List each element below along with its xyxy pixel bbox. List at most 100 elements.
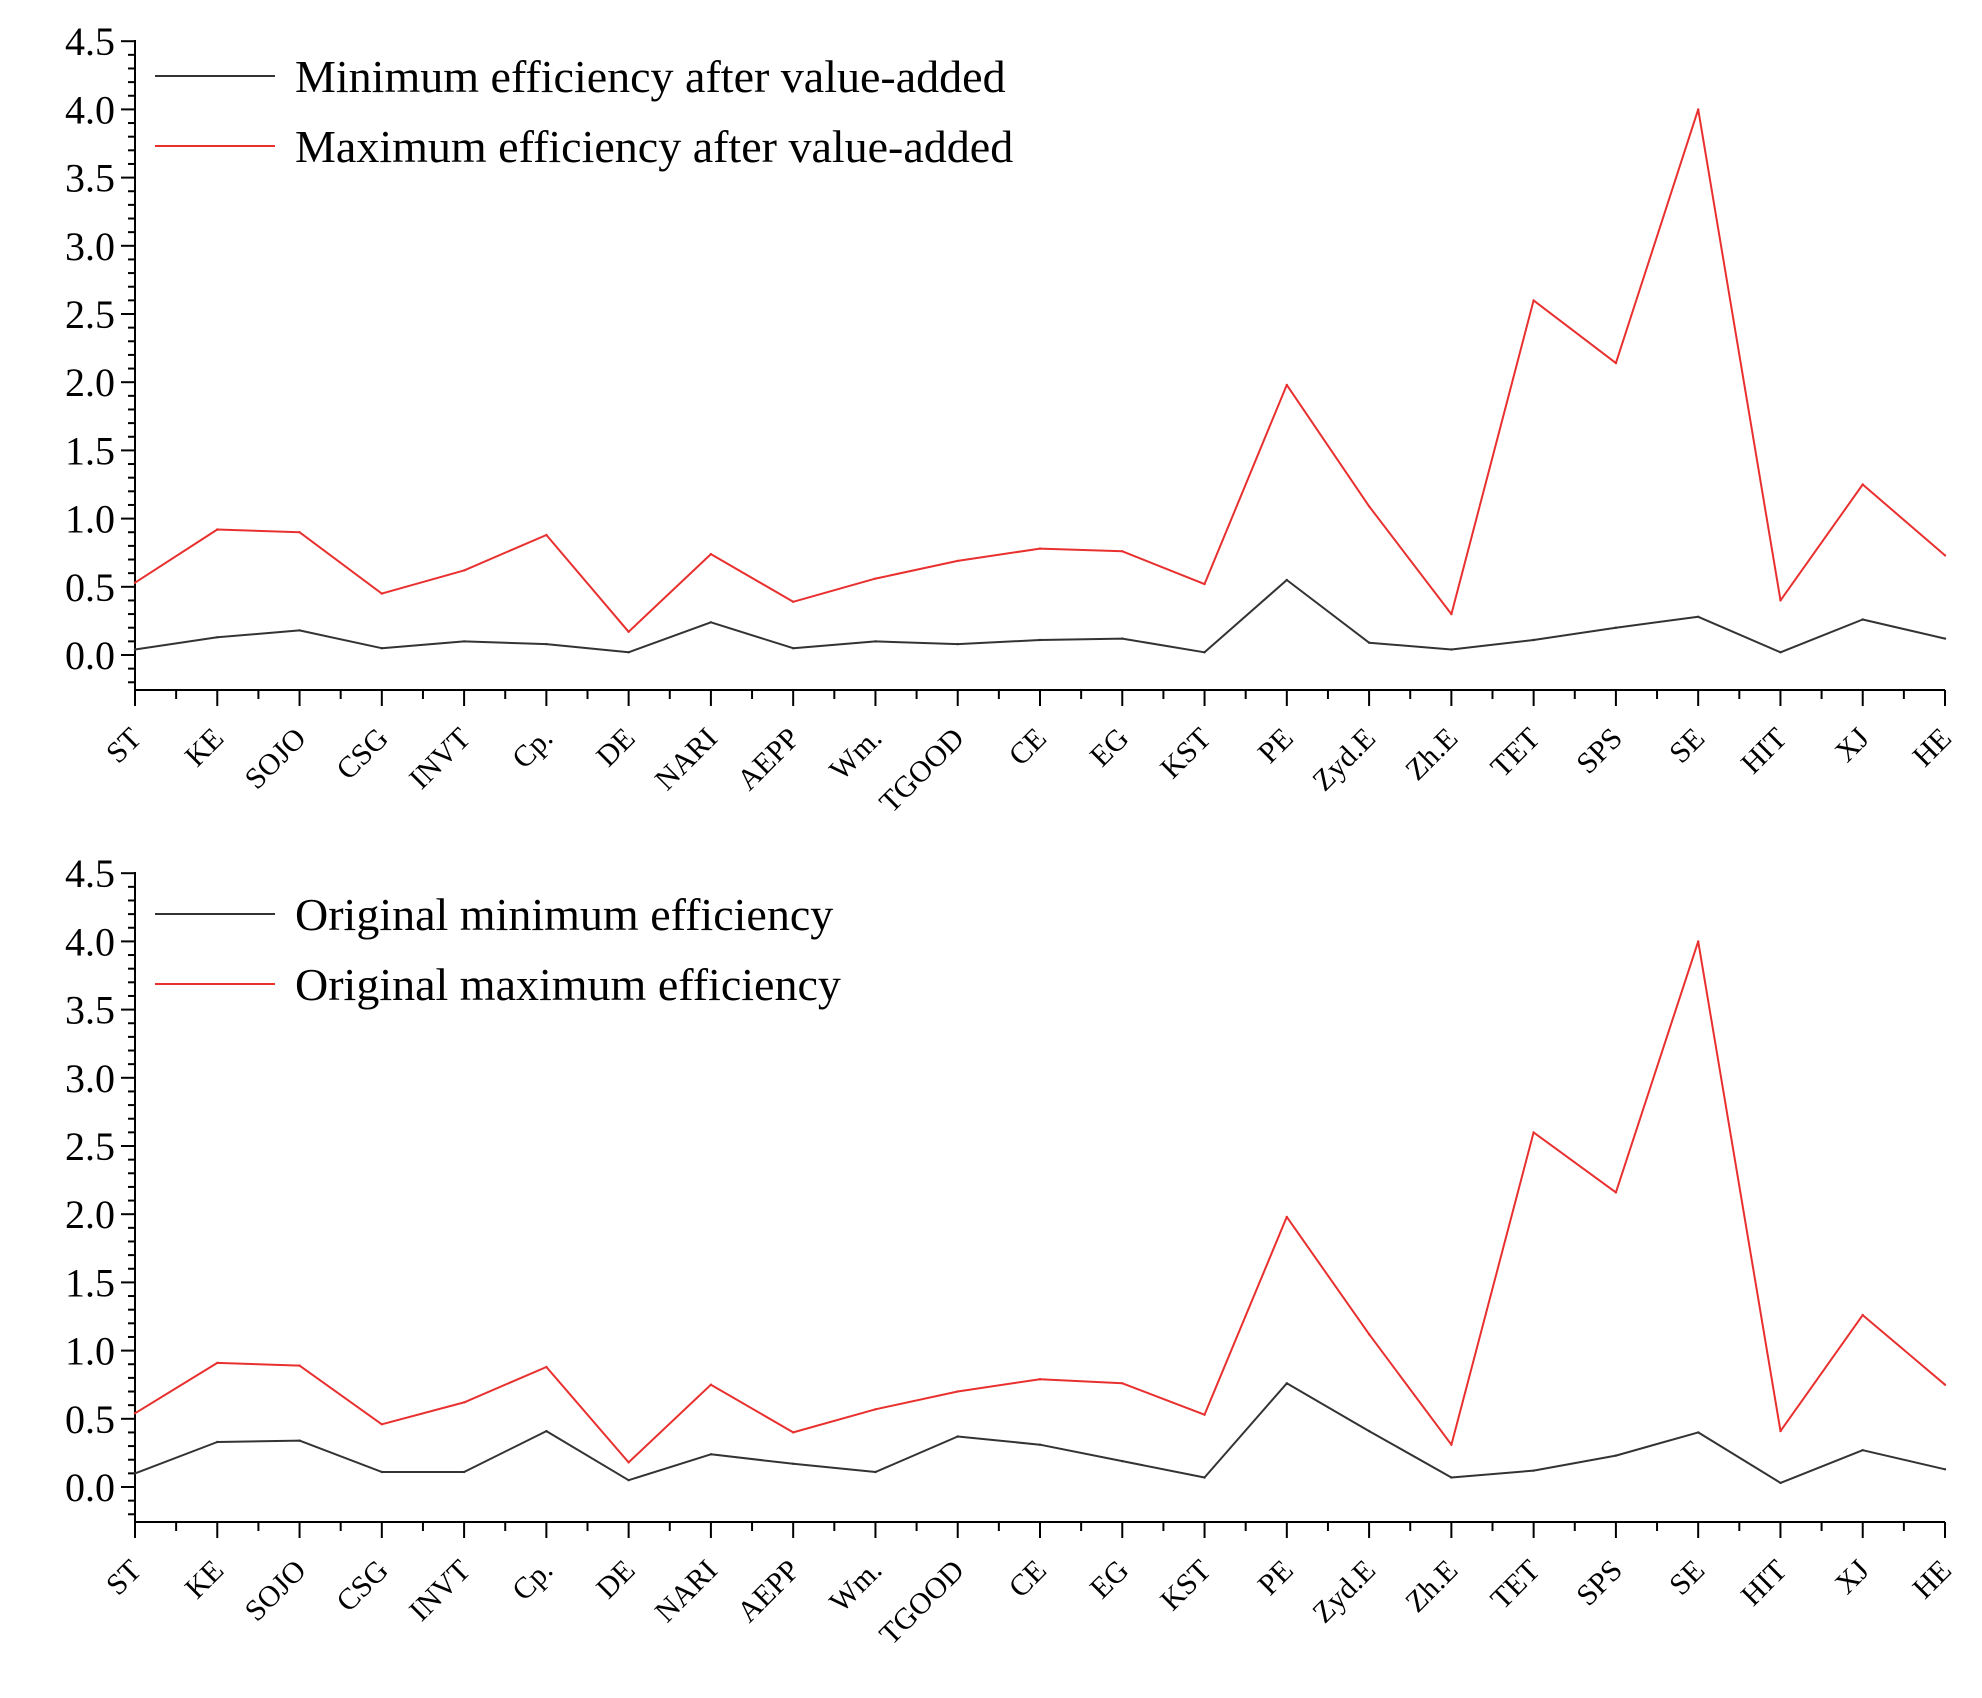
data-point — [1532, 1131, 1535, 1134]
data-point — [1697, 940, 1700, 943]
data-point — [1203, 1476, 1206, 1479]
data-point — [1779, 1429, 1782, 1433]
x-category-label: TGOOD — [873, 722, 971, 820]
data-point — [462, 569, 466, 572]
data-point — [956, 642, 959, 646]
data-point — [380, 647, 383, 650]
data-point — [1038, 547, 1042, 550]
x-category-label: INVT — [403, 722, 477, 796]
x-category-label: Wm. — [823, 1554, 888, 1619]
data-point — [545, 1429, 548, 1433]
legend-label: Maximum efficiency after value-added — [295, 121, 1013, 172]
maximum-efficiency-line — [134, 940, 1946, 1464]
data-point — [1450, 1443, 1453, 1446]
data-point — [1861, 483, 1864, 486]
data-point — [462, 1401, 466, 1404]
x-category-label: KE — [179, 722, 231, 774]
x-category-label: ST — [100, 722, 148, 770]
x-category-label: SE — [1663, 1554, 1711, 1602]
chart-top: 0.0 0.5 1.0 1.5 2.0 2.5 3.0 3.5 4.0 4.5 ST KE SOJO CS… — [65, 19, 1958, 819]
data-point — [380, 1423, 383, 1426]
x-category-label: CE — [1003, 722, 1053, 772]
data-point — [298, 629, 301, 632]
data-point — [627, 630, 630, 633]
x-category-label: CE — [1003, 1554, 1053, 1604]
data-point — [792, 600, 795, 603]
data-point — [627, 1461, 630, 1464]
x-category-label: PE — [1252, 722, 1300, 770]
data-point — [627, 1479, 630, 1482]
data-point — [1121, 550, 1124, 553]
y-tick-label: 2.5 — [65, 1124, 115, 1169]
data-point — [545, 533, 548, 537]
x-category-label: HE — [1906, 1554, 1958, 1606]
data-point — [956, 559, 959, 563]
data-point — [380, 1470, 383, 1474]
data-point — [1779, 1481, 1782, 1485]
data-point — [1943, 1383, 1947, 1386]
y-tick-label: 2.5 — [65, 292, 115, 337]
chart-bottom: 0.0 0.5 1.0 1.5 2.0 2.5 3.0 3.5 4.0 4.5 ST KE SOJO CS… — [65, 851, 1958, 1651]
y-tick-label: 4.5 — [65, 19, 115, 64]
data-point — [1121, 1382, 1124, 1385]
data-point — [709, 1383, 713, 1386]
x-category-label: SE — [1663, 722, 1711, 770]
data-point — [1450, 612, 1453, 616]
data-point — [1038, 1378, 1042, 1381]
data-point — [133, 1412, 137, 1415]
x-category-label: Cp. — [506, 722, 559, 775]
x-category-label: Wm. — [823, 722, 888, 787]
data-point — [216, 636, 219, 639]
data-point — [1943, 554, 1947, 557]
data-point — [545, 1365, 548, 1369]
data-point — [216, 1361, 219, 1365]
x-category-label: Zyd.E — [1306, 1554, 1382, 1630]
data-point — [874, 1408, 877, 1411]
legend-label: Original minimum efficiency — [295, 889, 833, 940]
data-point — [298, 531, 301, 534]
data-point — [1203, 1413, 1206, 1416]
data-point — [133, 648, 137, 651]
minimum-efficiency-line — [134, 1382, 1946, 1484]
x-category-label: Zyd.E — [1306, 722, 1382, 798]
data-point — [1697, 1431, 1700, 1434]
x-category-label: Zh.E — [1399, 1554, 1464, 1619]
x-category-label: Cp. — [506, 1554, 559, 1607]
y-tick-label: 1.5 — [65, 1260, 115, 1305]
y-tick-label: 0.5 — [65, 565, 115, 610]
data-point — [1285, 1382, 1289, 1385]
x-category-label: Zh.E — [1399, 722, 1464, 787]
data-point — [1367, 1333, 1371, 1336]
x-category-label: HIT — [1735, 1554, 1794, 1613]
x-category-label: KST — [1154, 722, 1217, 785]
data-point — [1861, 1313, 1864, 1317]
x-category-label: DE — [590, 1554, 642, 1606]
data-point — [133, 1472, 137, 1475]
data-point — [1532, 1469, 1535, 1472]
data-point — [1779, 599, 1782, 602]
y-tick-label: 1.0 — [65, 1329, 115, 1374]
data-point — [1614, 1191, 1618, 1194]
data-point — [956, 1435, 959, 1438]
data-point — [1038, 638, 1042, 642]
x-category-label: INVT — [403, 1554, 477, 1628]
data-point — [1861, 618, 1864, 621]
y-tick-label: 3.5 — [65, 988, 115, 1033]
data-point — [1532, 299, 1535, 302]
data-point — [298, 1439, 301, 1442]
data-point — [1614, 626, 1618, 629]
x-category-label: XJ — [1829, 721, 1876, 768]
data-point — [462, 1470, 466, 1474]
x-category-label: ST — [100, 1554, 148, 1602]
x-category-label: NARI — [649, 722, 724, 797]
x-category-label: EG — [1084, 722, 1136, 774]
data-point — [1450, 1476, 1453, 1479]
minimum-efficiency-line — [134, 579, 1946, 654]
data-point — [792, 1431, 795, 1434]
x-category-label: SPS — [1570, 722, 1629, 781]
data-point — [792, 1462, 795, 1466]
x-category-label: EG — [1084, 1554, 1136, 1606]
data-point — [874, 640, 877, 643]
data-point — [709, 621, 713, 624]
data-point — [956, 1390, 959, 1393]
